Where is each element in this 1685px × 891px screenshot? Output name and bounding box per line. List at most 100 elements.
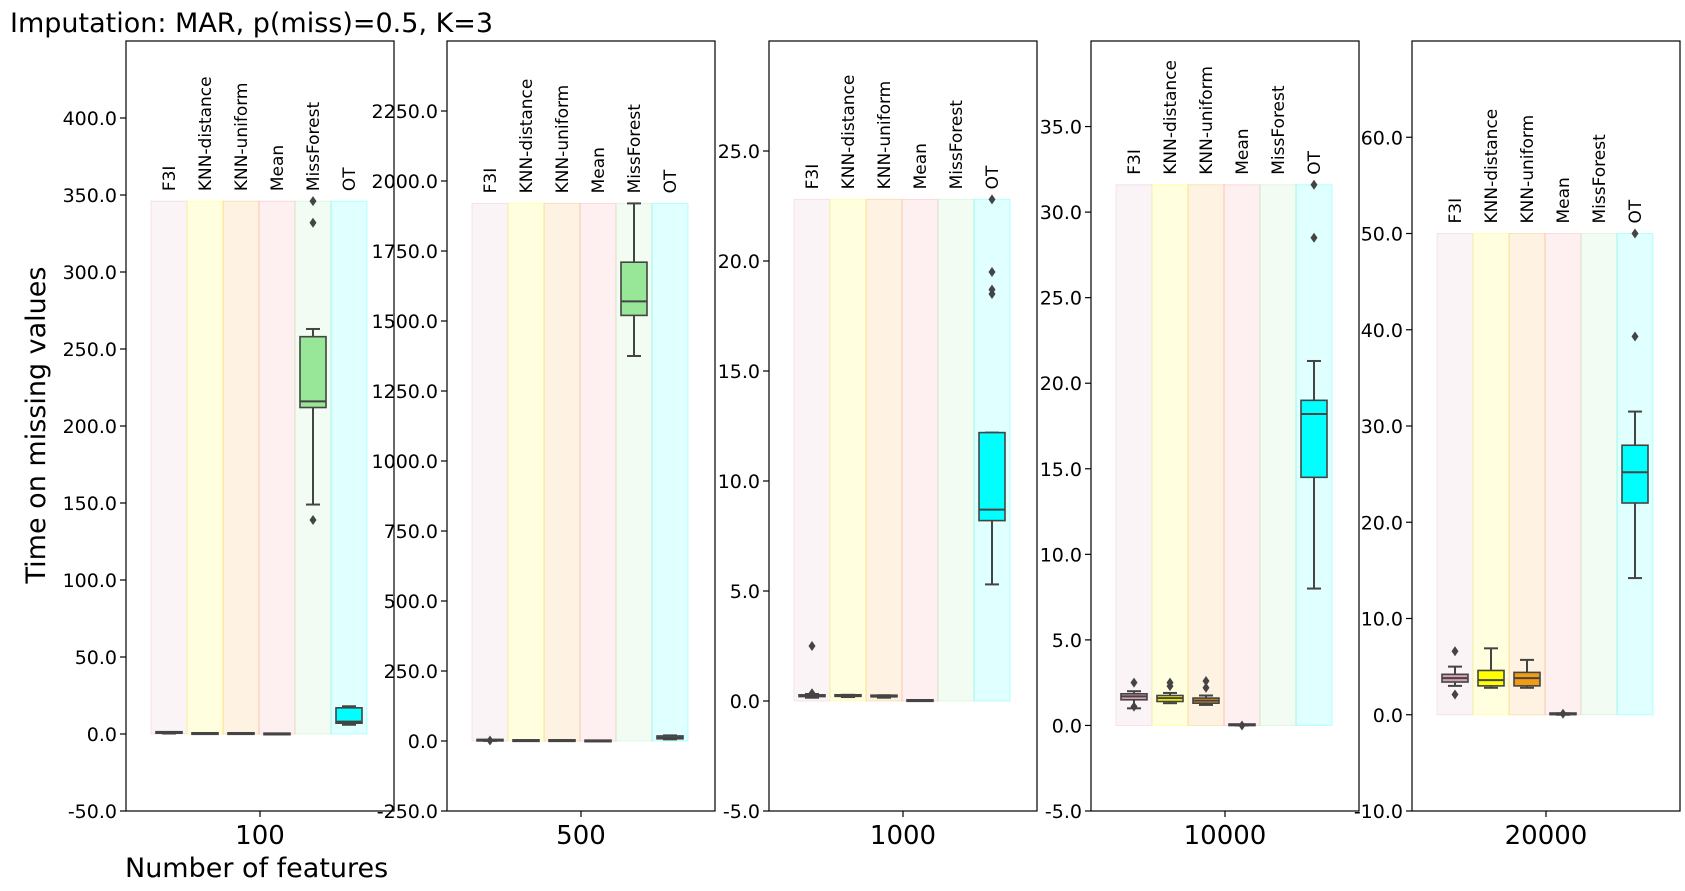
method-label-mean: Mean [1233,128,1253,174]
y-tick-label: 0.0 [1373,705,1403,727]
y-tick-label: 400.0 [63,108,117,130]
y-tick-label: 0.0 [87,724,117,746]
y-tick-label: 100.0 [63,570,117,592]
y-tick-label: 1000.0 [372,451,438,473]
method-label-knn-uniform: KNN-uniform [232,83,252,192]
figure-title: Imputation: MAR, p(miss)=0.5, K=3 [10,8,493,39]
method-label-missforest: MissForest [1590,134,1610,224]
method-label-ot: OT [1305,150,1325,174]
x-tick-label: 20000 [1505,821,1588,851]
band-ot [330,200,368,735]
y-axis-label: Time on missing values [21,267,52,585]
method-label-f3i: F3I [1125,149,1145,175]
method-label-mean: Mean [911,143,931,189]
outlier-knn-uniform [1202,675,1210,686]
band-f3i [150,200,188,735]
y-tick-label: 10.0 [1040,544,1082,566]
box-ot [1300,399,1328,479]
band-knn-uniform [222,200,260,735]
y-tick-label: 10.0 [1361,609,1403,631]
band-mean [579,202,617,742]
y-tick-label: 750.0 [384,521,438,543]
band-mean [901,198,939,702]
outlier-f3i [1130,701,1138,712]
outlier-f3i [808,641,816,651]
method-label-knn-uniform: KNN-uniform [1518,115,1538,224]
y-tick-label: 50.0 [1361,224,1403,246]
outlier-f3i [1451,646,1459,657]
panel-100: F3I KNN-distance KNN-uniform Mean MissForest… [63,40,395,851]
y-tick-label: 40.0 [1361,320,1403,342]
method-label-f3i: F3I [481,168,501,194]
band-knn-distance [1472,233,1510,716]
y-tick-label: 350.0 [63,185,117,207]
y-tick-label: 1250.0 [372,381,438,403]
outlier-f3i [1130,677,1138,688]
band-knn-distance [186,200,224,735]
y-tick-label: 25.0 [1040,288,1082,310]
band-missforest [1259,184,1297,726]
y-tick-label: -5.0 [723,801,760,823]
outlier-mean [1238,720,1246,731]
outlier-missforest [309,196,317,207]
panel-20000: F3I KNN-distance KNN-uniform Mean MissForest… [1354,40,1681,851]
outlier-missforest [309,514,317,525]
y-tick-label: 20.0 [1040,373,1082,395]
y-tick-label: 150.0 [63,493,117,515]
method-label-knn-uniform: KNN-uniform [553,85,573,194]
method-label-knn-distance: KNN-distance [517,79,537,194]
y-tick-label: -5.0 [1045,801,1082,823]
y-tick-label: 250.0 [63,339,117,361]
outlier-ot [1310,232,1318,243]
y-tick-label: 15.0 [1040,459,1082,481]
y-tick-label: 20.0 [718,251,760,273]
y-tick-label: 250.0 [384,661,438,683]
method-label-knn-distance: KNN-distance [1161,60,1181,175]
y-tick-label: 0.0 [408,731,438,753]
band-f3i [1115,184,1153,726]
band-f3i [471,202,509,742]
method-label-missforest: MissForest [1269,85,1289,175]
band-knn-distance [507,202,545,742]
method-label-mean: Mean [268,145,288,191]
band-f3i [793,198,831,702]
outlier-f3i [1451,689,1459,700]
y-tick-label: 30.0 [1361,416,1403,438]
y-tick-label: -250.0 [377,801,438,823]
box-missforest [620,261,648,317]
method-label-ot: OT [1626,199,1646,223]
y-tick-label: 10.0 [718,471,760,493]
method-label-mean: Mean [589,147,609,193]
method-label-ot: OT [340,167,360,191]
method-label-ot: OT [661,169,681,193]
x-tick-label: 100 [235,821,285,851]
y-tick-label: 60.0 [1361,127,1403,149]
band-mean [1223,184,1261,726]
band-f3i [1436,233,1474,716]
panel-1000: F3I KNN-distance KNN-uniform Mean MissForest… [718,40,1038,851]
band-knn-distance [829,198,867,702]
y-tick-label: 500.0 [384,591,438,613]
panel-10000: F3I KNN-distance KNN-uniform Mean MissForest… [1040,40,1360,851]
method-label-knn-uniform: KNN-uniform [1197,66,1217,175]
method-label-mean: Mean [1554,177,1574,223]
y-tick-label: 30.0 [1040,202,1082,224]
box-missforest [299,335,327,409]
y-tick-label: 200.0 [63,416,117,438]
outlier-ot [988,194,996,205]
x-axis-label: Number of features [125,853,388,884]
outlier-ot [1310,179,1318,190]
method-label-missforest: MissForest [625,104,645,194]
y-tick-label: 25.0 [718,141,760,163]
band-missforest [937,198,975,702]
outlier-ot [1631,331,1639,342]
band-knn-distance [1151,184,1189,726]
y-tick-label: -10.0 [1354,801,1403,823]
x-tick-label: 1000 [870,821,936,851]
y-tick-label: 15.0 [718,361,760,383]
box-ot [1621,444,1649,504]
method-label-f3i: F3I [803,164,823,190]
y-tick-label: 1750.0 [372,241,438,263]
y-tick-label: 300.0 [63,262,117,284]
